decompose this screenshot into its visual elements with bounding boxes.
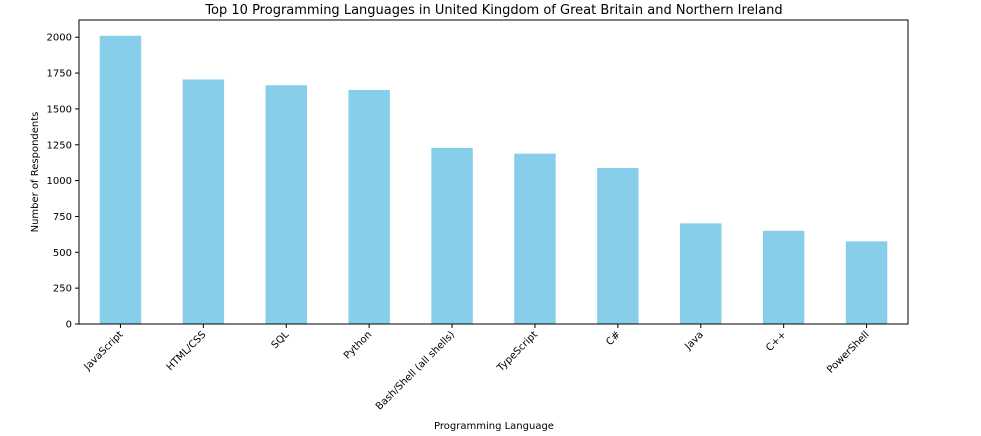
x-tick-label-5: TypeScript — [495, 329, 540, 374]
y-tick-label-1: 250 — [53, 284, 72, 295]
bar-5 — [514, 153, 556, 324]
bar-0 — [99, 35, 142, 324]
y-tick-label-0: 0 — [66, 320, 72, 331]
bar-7 — [680, 223, 722, 324]
x-axis-ticks: JavaScript HTML/CSS SQL Python Bash/Shell (a… — [82, 324, 872, 413]
bars-group — [99, 35, 888, 325]
x-tick-label-8: C++ — [764, 329, 789, 354]
bar-9 — [845, 241, 888, 324]
y-tick-label-6: 1500 — [47, 104, 72, 115]
y-tick-label-3: 750 — [53, 212, 72, 223]
plot-frame — [78, 19, 909, 325]
x-tick-label-6: C# — [604, 329, 623, 348]
x-tick-label-0: JavaScript — [82, 329, 126, 373]
bar-6 — [597, 167, 639, 324]
y-tick-label-8: 2000 — [47, 33, 72, 44]
x-tick-label-3: Python — [342, 329, 374, 361]
y-tick-label-4: 1000 — [47, 176, 72, 187]
chart-title: Top 10 Programming Languages in United K… — [204, 3, 782, 18]
bar-2 — [265, 85, 307, 324]
x-tick-label-4: Bash/Shell (all shells) — [374, 329, 457, 412]
y-tick-label-7: 1750 — [47, 69, 72, 80]
y-axis-label: Number of Respondents — [30, 112, 41, 233]
y-tick-label-2: 500 — [53, 248, 72, 259]
x-axis-label: Programming Language — [434, 421, 554, 432]
y-axis-ticks: 0 250 500 750 1000 1250 1500 1750 2000 — [47, 33, 79, 331]
x-tick-label-7: Java — [682, 329, 705, 352]
y-tick-label-5: 1250 — [47, 140, 72, 151]
x-tick-label-2: SQL — [270, 329, 292, 351]
bar-4 — [431, 147, 473, 324]
bar-8 — [762, 230, 805, 324]
x-tick-label-1: HTML/CSS — [165, 329, 209, 373]
bar-3 — [348, 89, 390, 324]
x-tick-label-9: PowerShell — [825, 329, 871, 375]
bar-1 — [182, 79, 225, 325]
